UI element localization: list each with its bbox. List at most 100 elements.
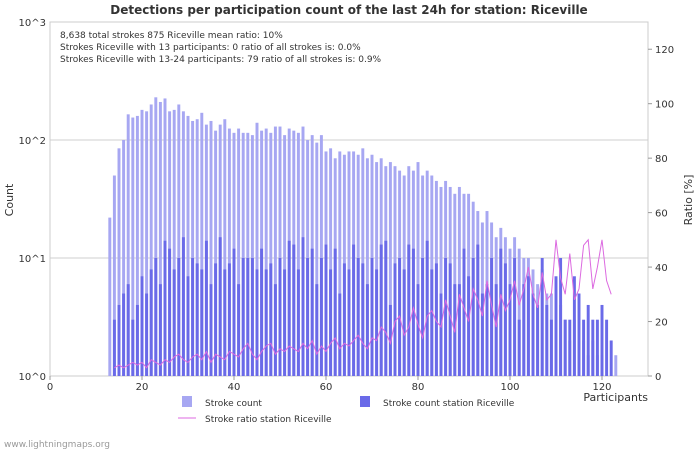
y2-tick-label: 80: [655, 154, 668, 165]
station-count-bar: [338, 293, 342, 376]
station-count-bar: [296, 269, 300, 376]
station-count-bar: [227, 263, 231, 376]
station-count-bar: [480, 293, 484, 376]
station-count-bar: [577, 293, 581, 376]
station-count-bar: [467, 276, 471, 376]
stroke-count-bar: [388, 162, 392, 376]
y-tick-label: 10^0: [19, 372, 46, 383]
y-tick-label: 10^2: [19, 136, 46, 147]
station-count-bar: [499, 248, 503, 376]
ratio-line: [114, 238, 612, 369]
station-count-bar: [421, 258, 425, 376]
x-tick-label: 100: [500, 382, 519, 393]
station-count-bar: [223, 269, 227, 376]
stroke-count-bar: [140, 109, 144, 377]
station-count-bar: [232, 248, 236, 376]
stroke-count-bar: [319, 135, 323, 376]
stroke-count-bar: [361, 148, 365, 376]
station-count-bar: [149, 269, 153, 376]
station-count-bar: [306, 258, 310, 376]
station-count-bar: [158, 284, 162, 376]
stroke-count-bar: [163, 98, 167, 377]
station-count-bar: [310, 248, 314, 376]
stroke-count-bar: [241, 132, 245, 376]
station-count-bar: [388, 304, 392, 376]
station-count-bar: [494, 284, 498, 376]
station-count-bar: [375, 269, 379, 376]
station-count-bar: [595, 319, 599, 376]
station-count-bar: [411, 248, 415, 376]
station-count-bar: [361, 263, 365, 376]
station-count-bar: [273, 284, 277, 376]
stroke-count-bar: [135, 115, 139, 376]
station-count-bar: [559, 258, 563, 376]
stroke-count-bar: [614, 355, 618, 376]
station-count-bar: [485, 284, 489, 376]
stroke-count-bar: [315, 142, 319, 376]
station-count-bar: [471, 258, 475, 376]
legend-swatch-total: [182, 396, 192, 407]
station-count-bar: [503, 263, 507, 376]
station-count-bar: [370, 258, 374, 376]
station-count-bar: [140, 276, 144, 376]
station-count-bar: [609, 340, 613, 376]
station-count-bar: [241, 258, 245, 376]
station-count-bar: [591, 319, 595, 376]
station-count-bar: [572, 276, 576, 376]
station-count-bar: [425, 240, 429, 376]
stroke-count-bar: [186, 115, 190, 376]
stats-line-3: Strokes Riceville with 13-24 participant…: [60, 55, 382, 65]
station-count-bar: [407, 244, 411, 376]
stroke-count-bar: [227, 128, 231, 376]
station-count-bar: [568, 319, 572, 376]
stroke-count-bar: [347, 151, 351, 376]
station-count-bar: [430, 269, 434, 376]
station-count-bar: [329, 269, 333, 376]
station-count-bar: [278, 258, 282, 376]
y2-tick-label: 120: [655, 45, 674, 56]
station-count-bar: [283, 269, 287, 376]
legend-label-total: Stroke count: [205, 399, 262, 409]
station-count-bar: [177, 258, 181, 376]
station-count-bar: [393, 263, 397, 376]
station-count-bar: [163, 240, 167, 376]
station-count-bar: [457, 284, 461, 376]
stroke-count-bar: [246, 132, 250, 376]
station-count-bar: [237, 284, 241, 376]
stroke-count-bar: [108, 217, 112, 376]
station-count-bar: [250, 258, 254, 376]
station-count-bar: [379, 244, 383, 376]
station-count-bar: [384, 240, 388, 376]
stroke-count-bar: [209, 120, 213, 376]
station-count-bar: [586, 304, 590, 376]
station-count-bar: [195, 263, 199, 376]
y-tick-label: 10^3: [19, 18, 46, 29]
station-count-bar: [444, 258, 448, 376]
station-count-bar: [200, 269, 204, 376]
y2-tick-label: 60: [655, 209, 668, 220]
stroke-count-bar: [517, 248, 521, 376]
y-axis-label: Count: [3, 183, 16, 216]
stroke-count-bar: [296, 132, 300, 376]
stats-line-2: Strokes Riceville with 13 participants: …: [60, 43, 361, 53]
legend-swatch-station: [360, 396, 370, 407]
station-count-bar: [508, 284, 512, 376]
station-count-bar: [145, 293, 149, 376]
station-count-bar: [582, 319, 586, 376]
stroke-count-bar: [439, 186, 443, 376]
station-count-bar: [554, 276, 558, 376]
stroke-count-bar: [269, 132, 273, 376]
station-count-bar: [462, 248, 466, 376]
y2-tick-label: 0: [655, 372, 661, 383]
station-count-bar: [605, 319, 609, 376]
x-tick-label: 120: [592, 382, 611, 393]
stroke-count-bar: [365, 158, 369, 376]
stroke-count-bar: [250, 135, 254, 376]
stroke-count-bar: [338, 151, 342, 376]
legend-label-station: Stroke count station Riceville: [383, 399, 515, 409]
station-count-bar: [131, 319, 135, 376]
axis-layer: 10^0 10^1 10^2 10^3 0 20 40 60 80 100 120 0 20 40 60 80…: [19, 18, 675, 393]
x-tick-label: 80: [412, 382, 425, 393]
